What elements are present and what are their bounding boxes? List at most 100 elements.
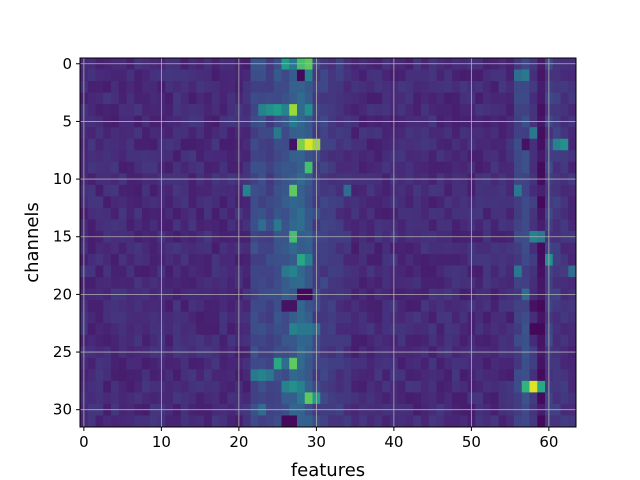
heatmap-cell (382, 265, 391, 278)
heatmap-cell (452, 161, 461, 174)
heatmap-cell (95, 242, 104, 255)
heatmap-cell (328, 369, 337, 382)
heatmap-cell (405, 92, 414, 105)
heatmap-cell (250, 92, 259, 105)
heatmap-cell (521, 311, 530, 324)
heatmap-cell (537, 69, 546, 82)
heatmap-cell (382, 311, 391, 324)
heatmap-cell (483, 357, 492, 370)
heatmap-cell (134, 161, 143, 174)
heatmap-cell (436, 300, 445, 313)
heatmap-cell (421, 415, 430, 428)
heatmap-cell (297, 81, 306, 93)
heatmap-cell (126, 357, 135, 370)
heatmap-cell (382, 300, 391, 313)
heatmap-cell (188, 415, 197, 428)
heatmap-cell (320, 323, 329, 336)
heatmap-cell (560, 150, 569, 163)
heatmap-cell (560, 219, 569, 232)
heatmap-cell (196, 254, 205, 266)
heatmap-cell (560, 357, 569, 370)
heatmap-cell (374, 81, 383, 93)
heatmap-cell (351, 207, 360, 220)
heatmap-cell (211, 334, 220, 347)
heatmap-cell (142, 207, 151, 220)
x-tick-label: 50 (462, 433, 481, 451)
heatmap-cell (142, 265, 151, 278)
heatmap-cell (149, 323, 158, 336)
heatmap-cell (560, 392, 569, 405)
heatmap-cell (149, 196, 158, 209)
heatmap-cell (103, 369, 112, 382)
heatmap-cell (335, 415, 344, 428)
heatmap-cell (405, 277, 414, 290)
heatmap-cell (452, 254, 461, 266)
heatmap-cell (149, 104, 158, 117)
heatmap-cell (537, 369, 546, 382)
heatmap-cell (204, 69, 213, 82)
heatmap-cell (560, 104, 569, 117)
heatmap-cell (227, 265, 236, 278)
heatmap-cell (560, 69, 569, 82)
heatmap-cell (297, 138, 306, 151)
heatmap-cell (335, 369, 344, 382)
heatmap-cell (173, 92, 182, 105)
heatmap-cell (452, 334, 461, 347)
heatmap-cell (219, 357, 228, 370)
heatmap-cell (351, 334, 360, 347)
heatmap-cell (529, 265, 538, 278)
heatmap-cell (521, 138, 530, 151)
heatmap-cell (95, 104, 104, 117)
heatmap-cell (413, 415, 422, 428)
heatmap-cell (188, 277, 197, 290)
heatmap-cell (444, 357, 453, 370)
heatmap-cell (87, 127, 96, 140)
heatmap-cell (537, 392, 546, 405)
heatmap-cell (95, 357, 104, 370)
heatmap-cell (320, 334, 329, 347)
heatmap-cell (421, 357, 430, 370)
heatmap-cell (188, 242, 197, 255)
heatmap-cell (142, 184, 151, 197)
heatmap-cell (537, 81, 546, 93)
heatmap-cell (204, 323, 213, 336)
heatmap-cell (343, 265, 352, 278)
heatmap-cell (568, 207, 577, 220)
heatmap-cell (560, 207, 569, 220)
heatmap-cell (134, 92, 143, 105)
heatmap-cell (180, 184, 189, 197)
heatmap-cell (521, 69, 530, 82)
heatmap-cell (459, 277, 468, 290)
heatmap-cell (568, 161, 577, 174)
heatmap-cell (413, 161, 422, 174)
heatmap-cell (281, 196, 290, 209)
heatmap-cell (568, 104, 577, 117)
heatmap-cell (328, 415, 337, 428)
heatmap-cell (335, 92, 344, 105)
heatmap-cell (514, 334, 523, 347)
heatmap-cell (103, 92, 112, 105)
heatmap-cell (475, 357, 484, 370)
heatmap-cell (103, 196, 112, 209)
heatmap-cell (374, 254, 383, 266)
heatmap-cell (142, 392, 151, 405)
heatmap-cell (297, 161, 306, 174)
heatmap-cell (266, 127, 275, 140)
heatmap-cell (521, 265, 530, 278)
heatmap-cell (242, 334, 251, 347)
heatmap-cell (242, 300, 251, 313)
heatmap-cell (483, 127, 492, 140)
heatmap-cell (374, 138, 383, 151)
heatmap-cell (281, 219, 290, 232)
heatmap-cell (506, 196, 515, 209)
x-axis-ticks: 0 10 20 30 40 50 60 (79, 427, 558, 451)
heatmap-cell (413, 242, 422, 255)
y-tick-label: 5 (62, 112, 72, 130)
heatmap-cell (95, 219, 104, 232)
heatmap-cell (219, 69, 228, 82)
y-tick-label: 15 (53, 228, 72, 246)
heatmap-cell (188, 104, 197, 117)
heatmap-cell (297, 392, 306, 405)
heatmap-cell (165, 127, 174, 140)
heatmap-cell (289, 277, 298, 290)
